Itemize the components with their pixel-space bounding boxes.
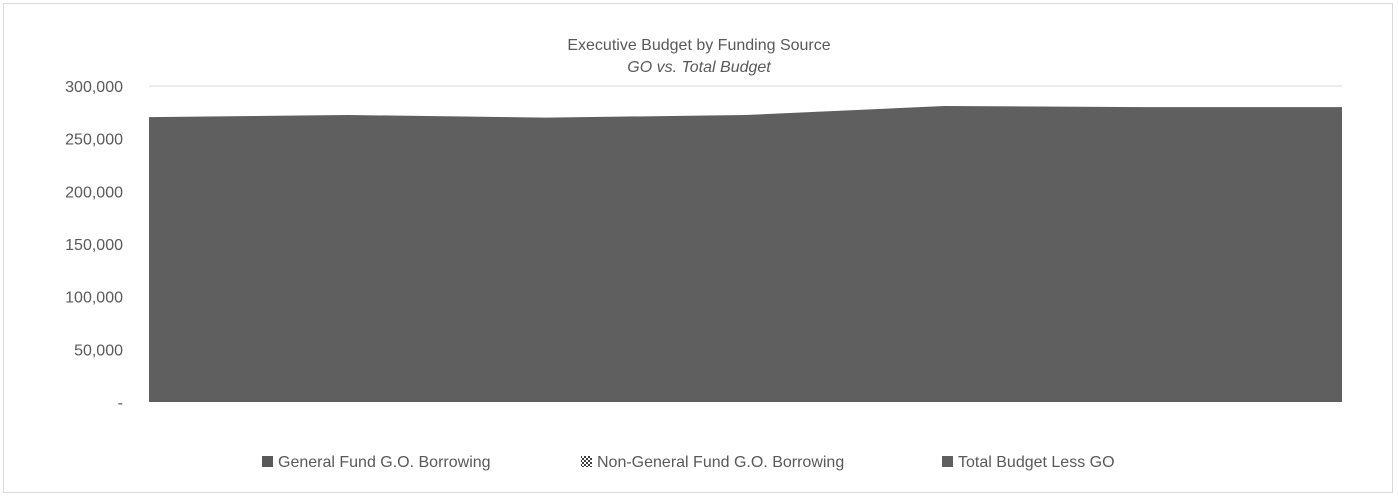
y-tick-label: 150,000 [65, 237, 123, 254]
legend-label-2: Total Budget Less GO [958, 454, 1115, 471]
legend: General Fund G.O. Borrowing Non-General F… [262, 454, 1115, 471]
area-series-2 [149, 106, 1342, 402]
legend-swatch-0 [262, 456, 273, 467]
y-axis: - 50,000 100,000 150,000 200,000 250,000 300,0… [65, 79, 123, 412]
y-tick-label: 300,000 [65, 79, 123, 96]
chart-subtitle: GO vs. Total Budget [627, 59, 771, 76]
y-tick-label: 250,000 [65, 132, 123, 149]
legend-label-1: Non-General Fund G.O. Borrowing [597, 454, 844, 471]
legend-label-0: General Fund G.O. Borrowing [278, 454, 491, 471]
chart-frame: Executive Budget by Funding Source GO vs… [3, 3, 1393, 493]
legend-swatch-1 [581, 456, 592, 467]
y-tick-label: 200,000 [65, 184, 123, 201]
y-tick-label: 50,000 [74, 342, 123, 359]
legend-swatch-2 [942, 456, 953, 467]
area-chart: Executive Budget by Funding Source GO vs… [65, 37, 1342, 471]
chart-title: Executive Budget by Funding Source [567, 37, 830, 54]
y-tick-label: - [118, 395, 123, 412]
y-tick-label: 100,000 [65, 290, 123, 307]
plot-area [149, 106, 1342, 402]
